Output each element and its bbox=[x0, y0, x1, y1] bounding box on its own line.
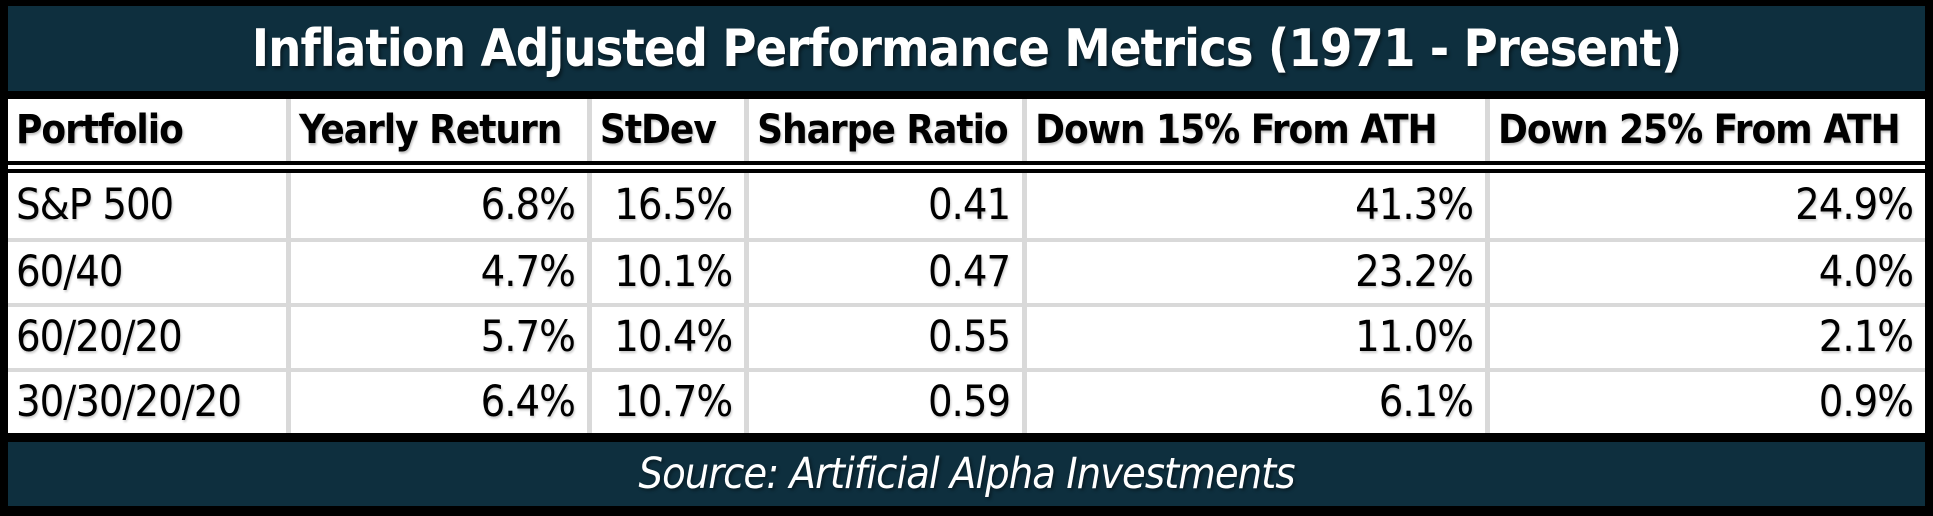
stdev-cell: 16.5% bbox=[586, 173, 744, 238]
sharpe-ratio-cell: 0.47 bbox=[744, 242, 1022, 303]
yearly-return-cell: 6.4% bbox=[285, 372, 587, 433]
stdev-cell: 10.4% bbox=[586, 307, 744, 368]
portfolio-name-cell: 60/40 bbox=[16, 247, 123, 297]
metrics-table: Portfolio Yearly Return StDev Sharpe Rat… bbox=[8, 99, 1925, 433]
table-footer-divider bbox=[8, 433, 1925, 442]
title-bar: Inflation Adjusted Performance Metrics (… bbox=[8, 6, 1925, 91]
table-row-sp500: S&P 500 6.8% 16.5% 0.41 41.3% 24.9% bbox=[8, 173, 1925, 238]
portfolio-name-cell: S&P 500 bbox=[16, 180, 174, 230]
sharpe-ratio-cell: 0.55 bbox=[744, 307, 1022, 368]
table-row-60-40: 60/40 4.7% 10.1% 0.47 23.2% 4.0% bbox=[8, 238, 1925, 303]
down-25-cell: 4.0% bbox=[1485, 242, 1925, 303]
source-bar: Source: Artificial Alpha Investments bbox=[8, 442, 1925, 506]
source-text: Source: Artificial Alpha Investments bbox=[638, 448, 1296, 499]
down-15-cell: 11.0% bbox=[1022, 307, 1485, 368]
portfolio-name-cell: 30/30/20/20 bbox=[16, 377, 242, 427]
table-row-30-30-20-20: 30/30/20/20 6.4% 10.7% 0.59 6.1% 0.9% bbox=[8, 368, 1925, 433]
column-header-yearly-return: Yearly Return bbox=[285, 99, 587, 161]
portfolio-name-cell: 60/20/20 bbox=[16, 312, 183, 362]
sharpe-ratio-cell: 0.41 bbox=[744, 173, 1022, 238]
table-header-row: Portfolio Yearly Return StDev Sharpe Rat… bbox=[8, 99, 1925, 161]
figure-title: Inflation Adjusted Performance Metrics (… bbox=[251, 18, 1682, 79]
down-25-cell: 0.9% bbox=[1485, 372, 1925, 433]
down-25-cell: 2.1% bbox=[1485, 307, 1925, 368]
down-15-cell: 41.3% bbox=[1022, 173, 1485, 238]
down-15-cell: 23.2% bbox=[1022, 242, 1485, 303]
column-header-sharpe-ratio: Sharpe Ratio bbox=[744, 99, 1022, 161]
title-table-divider bbox=[8, 91, 1925, 99]
down-25-cell: 24.9% bbox=[1485, 173, 1925, 238]
yearly-return-cell: 6.8% bbox=[285, 173, 587, 238]
column-header-down-25-from-ath: Down 25% From ATH bbox=[1485, 99, 1925, 161]
down-15-cell: 6.1% bbox=[1022, 372, 1485, 433]
yearly-return-cell: 4.7% bbox=[285, 242, 587, 303]
stdev-cell: 10.1% bbox=[586, 242, 744, 303]
header-double-rule bbox=[8, 161, 1925, 173]
stdev-cell: 10.7% bbox=[586, 372, 744, 433]
column-header-portfolio: Portfolio bbox=[16, 107, 184, 153]
sharpe-ratio-cell: 0.59 bbox=[744, 372, 1022, 433]
column-header-down-15-from-ath: Down 15% From ATH bbox=[1022, 99, 1485, 161]
column-header-stdev: StDev bbox=[586, 99, 744, 161]
table-row-60-20-20: 60/20/20 5.7% 10.4% 0.55 11.0% 2.1% bbox=[8, 303, 1925, 368]
yearly-return-cell: 5.7% bbox=[285, 307, 587, 368]
